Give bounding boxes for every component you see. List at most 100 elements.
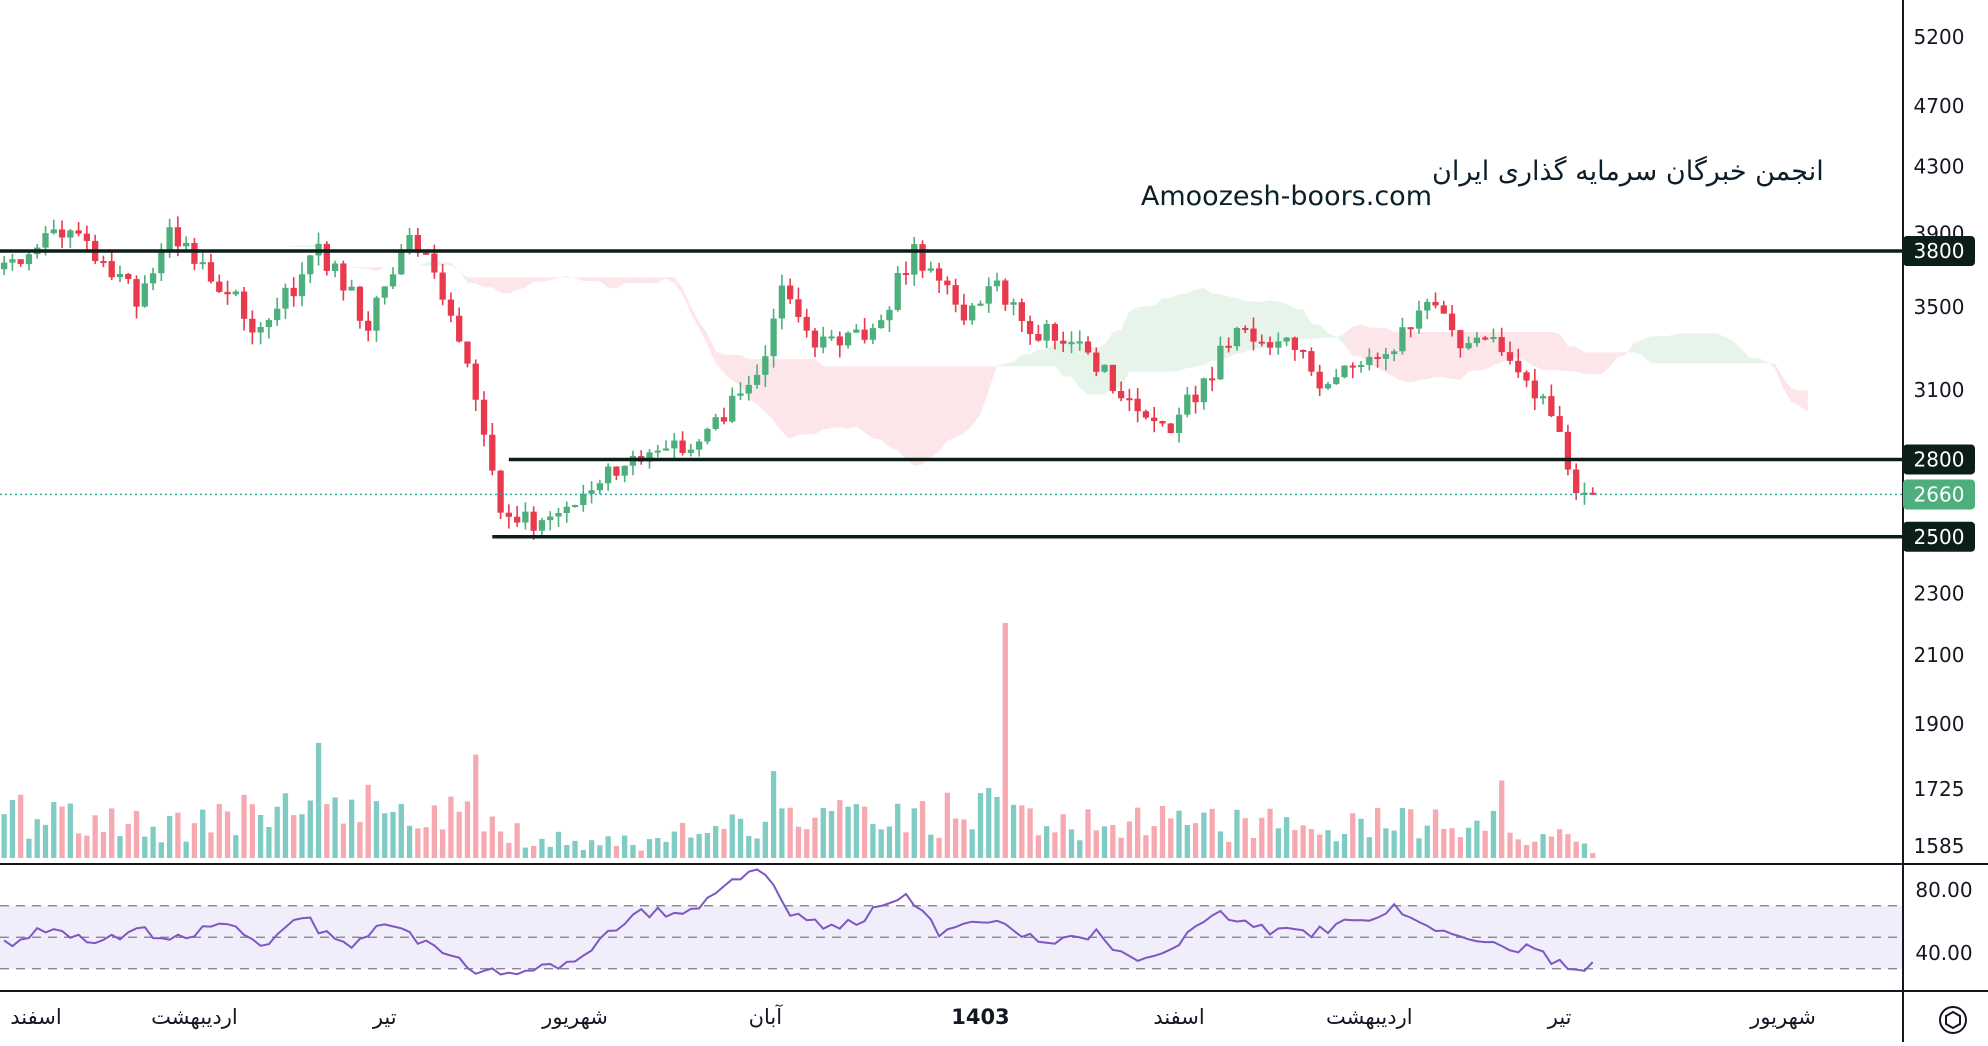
candle-body — [373, 297, 380, 331]
volume-bar — [216, 804, 222, 858]
candle-body — [1349, 365, 1356, 368]
volume-bar — [150, 826, 156, 858]
cloud-segment — [1212, 293, 1221, 361]
candle-body — [199, 262, 206, 265]
volume-bar — [1192, 823, 1199, 858]
volume-bar — [1283, 817, 1290, 858]
price-tags: 3800 2800 2500 2660 — [1903, 236, 1975, 552]
cloud-segment — [541, 277, 551, 282]
volume-bar — [870, 823, 876, 858]
candle-body — [149, 273, 157, 284]
volume-bar — [291, 815, 297, 858]
volume-bar — [1242, 818, 1248, 858]
cloud-segment — [1220, 293, 1229, 361]
candle-body — [1109, 364, 1116, 392]
cloud-segment — [575, 277, 584, 282]
volume-bar — [679, 822, 686, 858]
level-tag-2800 — [1903, 444, 1975, 475]
ichimoku-cloud — [219, 244, 1808, 466]
candle-body — [116, 273, 124, 278]
price-tick-label: 1900 — [1914, 712, 1965, 736]
cloud-segment — [848, 366, 857, 429]
candle-body — [919, 244, 926, 271]
cloud-segment — [814, 359, 824, 434]
candle-body — [356, 286, 364, 321]
candle-body — [422, 252, 430, 255]
candle-body — [1035, 334, 1042, 341]
volume-bar — [357, 822, 363, 858]
rsi-axis[interactable]: 80.00 40.00 — [1915, 878, 1972, 965]
cloud-segment — [1485, 332, 1494, 370]
candle-body — [1473, 337, 1481, 344]
cloud-segment — [881, 366, 890, 448]
volume-bar — [1259, 817, 1265, 858]
candle-body — [737, 393, 744, 396]
time-axis[interactable]: اسفند اردیبهشت تیر شهریور آبان 1403 اسفند اردیب… — [10, 1004, 1816, 1029]
candle-body — [497, 470, 504, 513]
candle-body — [1498, 337, 1505, 353]
volume-bar — [663, 841, 669, 858]
candle-body — [902, 273, 910, 276]
candle-body — [679, 440, 686, 453]
candle-body — [398, 251, 405, 275]
cloud-segment — [1667, 334, 1676, 364]
cloud-segment — [657, 277, 667, 284]
cloud-segment — [773, 359, 782, 432]
volume-bar — [1, 814, 7, 858]
candle-body — [985, 286, 992, 304]
cloud-segment — [690, 306, 700, 329]
cloud-segment — [997, 363, 1006, 367]
candle-body — [1117, 391, 1125, 399]
volume-bar — [1226, 841, 1232, 858]
volume-bar — [547, 846, 553, 858]
cloud-segment — [616, 277, 625, 289]
candle-body — [588, 490, 595, 494]
volume-bar — [977, 793, 984, 858]
volume-bar — [613, 846, 620, 858]
volume-bar — [299, 814, 305, 858]
price-tick-label: 4300 — [1914, 155, 1965, 179]
candle-body — [1399, 327, 1406, 352]
cloud-segment — [1030, 349, 1039, 367]
candle-body — [1324, 384, 1332, 389]
candle-body — [944, 280, 951, 286]
volume-bar — [812, 817, 818, 858]
candle-body — [1134, 398, 1141, 412]
candle-body — [538, 520, 546, 531]
cloud-segment — [699, 321, 708, 346]
volume-bar — [787, 807, 793, 858]
settings-icon[interactable] — [1939, 1006, 1967, 1034]
volume-bar — [1317, 834, 1323, 858]
candle-body — [1316, 371, 1323, 389]
cloud-segment — [1327, 332, 1337, 338]
time-tick-label: اسفند — [1153, 1005, 1204, 1029]
cloud-segment — [1013, 354, 1022, 367]
volume-bar — [473, 754, 479, 858]
candle-body — [969, 305, 976, 321]
volume-bar — [1217, 831, 1224, 858]
volume-bar — [564, 845, 570, 858]
volume-bar — [1308, 829, 1315, 858]
volume-bar — [440, 829, 446, 858]
candle-body — [720, 417, 728, 422]
horizontal-levels[interactable] — [0, 249, 1903, 539]
cloud-segment — [1725, 337, 1734, 364]
volume-bar — [729, 814, 735, 858]
price-tick-label: 1585 — [1914, 834, 1965, 858]
candle-body — [1151, 417, 1158, 422]
cloud-segment — [1361, 324, 1370, 365]
volume-bar — [1143, 835, 1149, 858]
cloud-segment — [517, 277, 526, 290]
volume-bar — [1093, 830, 1099, 858]
level-tag-label-2800: 2800 — [1914, 447, 1965, 471]
time-tick-label: اردیبهشت — [1326, 1005, 1413, 1029]
candle-body — [431, 253, 438, 273]
cloud-segment — [285, 245, 294, 247]
cloud-segment — [905, 366, 915, 466]
cloud-segment — [1534, 332, 1544, 371]
volume-bar — [1068, 829, 1075, 858]
cloud-segment — [839, 366, 849, 429]
